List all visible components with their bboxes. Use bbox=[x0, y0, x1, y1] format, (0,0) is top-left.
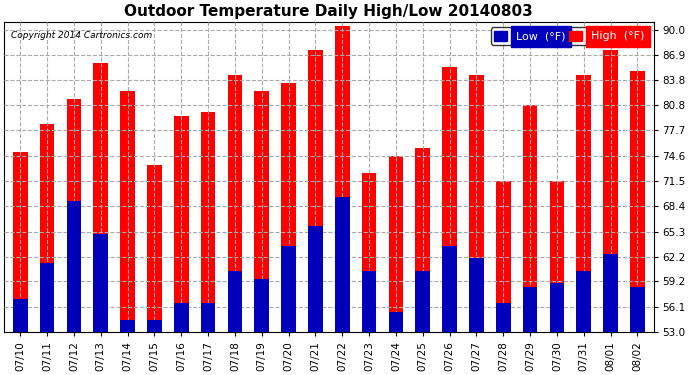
Bar bbox=[13, 152, 28, 332]
Bar bbox=[442, 246, 457, 332]
Bar bbox=[147, 165, 162, 332]
Bar bbox=[174, 116, 188, 332]
Bar bbox=[201, 111, 215, 332]
Bar bbox=[335, 26, 350, 332]
Bar bbox=[282, 246, 296, 332]
Bar bbox=[66, 201, 81, 332]
Bar bbox=[120, 91, 135, 332]
Text: Copyright 2014 Cartronics.com: Copyright 2014 Cartronics.com bbox=[10, 31, 152, 40]
Bar bbox=[388, 312, 404, 332]
Bar bbox=[603, 254, 618, 332]
Bar bbox=[40, 262, 55, 332]
Bar bbox=[174, 303, 188, 332]
Bar bbox=[228, 271, 242, 332]
Bar bbox=[255, 91, 269, 332]
Bar bbox=[523, 105, 538, 332]
Bar bbox=[496, 303, 511, 332]
Bar bbox=[576, 271, 591, 332]
Title: Outdoor Temperature Daily High/Low 20140803: Outdoor Temperature Daily High/Low 20140… bbox=[124, 4, 533, 19]
Bar bbox=[40, 124, 55, 332]
Bar bbox=[228, 75, 242, 332]
Bar bbox=[147, 320, 162, 332]
Bar bbox=[362, 173, 377, 332]
Bar bbox=[415, 148, 430, 332]
Bar bbox=[442, 67, 457, 332]
Bar bbox=[630, 71, 645, 332]
Bar bbox=[362, 271, 377, 332]
Bar bbox=[549, 181, 564, 332]
Bar bbox=[66, 99, 81, 332]
Bar bbox=[603, 50, 618, 332]
Bar bbox=[335, 197, 350, 332]
Bar bbox=[523, 287, 538, 332]
Bar bbox=[13, 299, 28, 332]
Bar bbox=[576, 75, 591, 332]
Bar bbox=[201, 303, 215, 332]
Bar bbox=[93, 63, 108, 332]
Bar bbox=[93, 234, 108, 332]
Bar bbox=[282, 83, 296, 332]
Bar bbox=[630, 287, 645, 332]
Legend: Low  (°F), High  (°F): Low (°F), High (°F) bbox=[491, 27, 648, 45]
Bar bbox=[388, 156, 404, 332]
Bar bbox=[549, 283, 564, 332]
Bar bbox=[469, 75, 484, 332]
Bar bbox=[308, 226, 323, 332]
Bar bbox=[469, 258, 484, 332]
Bar bbox=[255, 279, 269, 332]
Bar bbox=[308, 50, 323, 332]
Bar bbox=[120, 320, 135, 332]
Bar bbox=[415, 271, 430, 332]
Bar bbox=[496, 181, 511, 332]
